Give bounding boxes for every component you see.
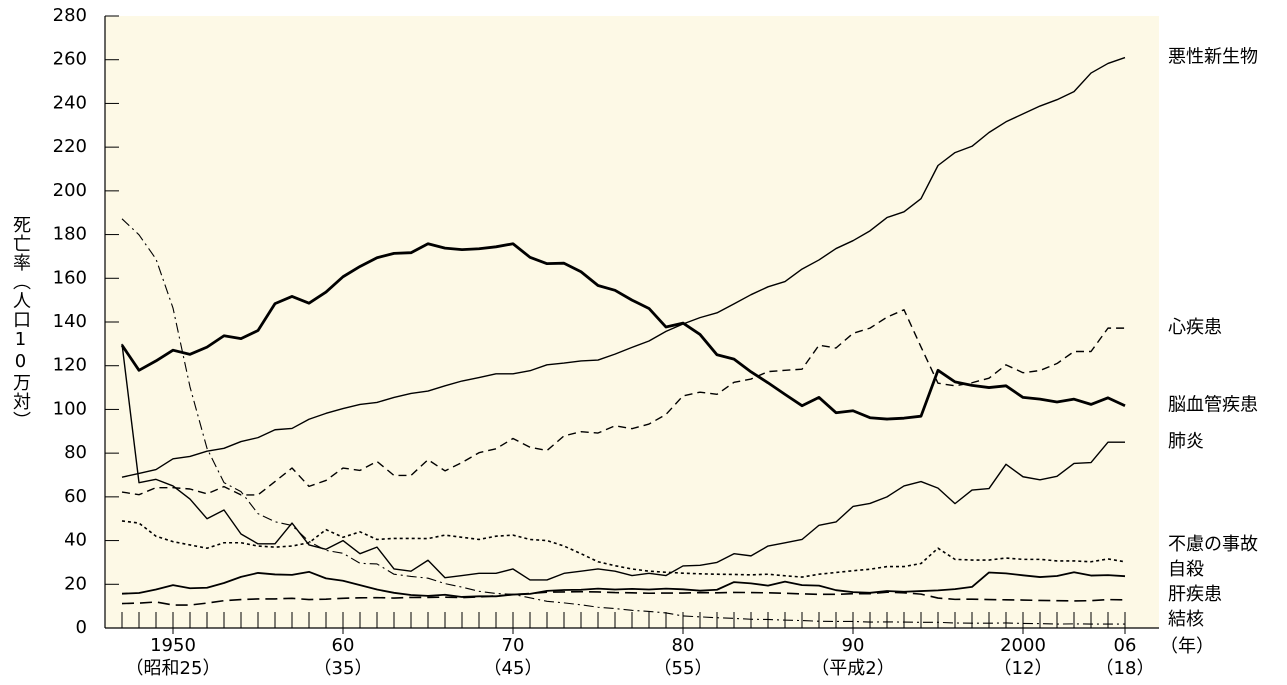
series-label: 悪性新生物: [1168, 47, 1258, 68]
y-tick-label: 200: [53, 180, 87, 201]
series-label: 自殺: [1168, 559, 1204, 580]
y-tick-label: 280: [53, 5, 87, 26]
plot-background: [105, 16, 1159, 628]
x-tick-label: 2000: [1000, 635, 1046, 656]
y-tick-label: 100: [53, 398, 87, 419]
x-unit: （年）: [1160, 636, 1214, 657]
series-label: 肝疾患: [1168, 584, 1222, 605]
x-tick-era-label: （45）: [484, 658, 543, 679]
series-label: 心疾患: [1168, 317, 1222, 338]
series-line: [121, 520, 1126, 578]
series-line: [121, 56, 1126, 478]
y-tick-label: 160: [53, 267, 87, 288]
series-label: 不慮の事故: [1168, 534, 1258, 555]
y-tick-label: 120: [53, 355, 87, 376]
x-tick-era-label: （平成2）: [811, 658, 894, 679]
y-tick-label: 220: [53, 136, 87, 157]
y-tick-label: 40: [64, 530, 87, 551]
x-tick-label: 70: [502, 635, 525, 656]
y-tick-label: 20: [64, 573, 87, 594]
x-tick-label: 06: [1114, 635, 1137, 656]
x-tick-label: 80: [672, 635, 695, 656]
y-tick-label: 0: [76, 617, 87, 638]
series-label: 肺炎: [1168, 431, 1204, 452]
y-tick-label: 140: [53, 311, 87, 332]
series-line: [121, 343, 1125, 581]
series-line: [121, 590, 1126, 606]
x-tick-era-label: （12）: [994, 658, 1053, 679]
y-axis-title: 死亡率（人口10万対）: [10, 215, 31, 430]
x-tick-label: 90: [842, 635, 865, 656]
series-line: [121, 309, 1125, 496]
y-tick-label: 80: [64, 442, 87, 463]
x-tick-label: 1950: [150, 635, 196, 656]
series-label: 脳血管疾患: [1168, 395, 1258, 416]
series-label: 結核: [1168, 609, 1204, 630]
y-tick-label: 180: [53, 224, 87, 245]
x-tick-era-label: （18）: [1096, 658, 1155, 679]
series-line: [121, 570, 1126, 598]
x-tick-era-label: （35）: [314, 658, 373, 679]
y-tick-label: 240: [53, 92, 87, 113]
series-line: [121, 218, 1125, 625]
x-tick-label: 60: [332, 635, 355, 656]
x-tick-era-label: （55）: [654, 658, 713, 679]
x-tick-era-label: （昭和25）: [126, 658, 221, 679]
y-tick-label: 260: [53, 49, 87, 70]
series-line: [120, 242, 1126, 421]
y-tick-label: 60: [64, 486, 87, 507]
